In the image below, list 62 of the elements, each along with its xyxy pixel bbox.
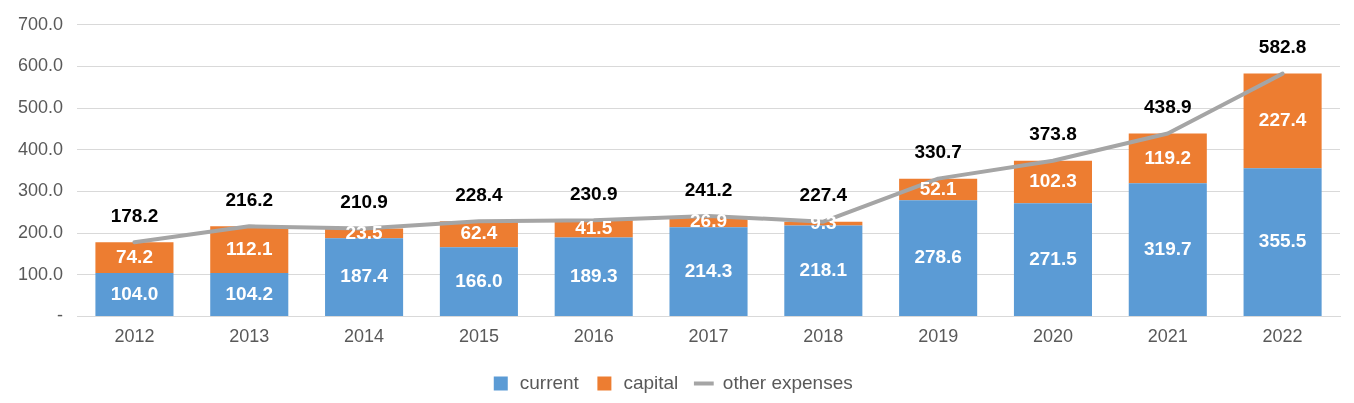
data-label: 319.7 xyxy=(1144,237,1192,259)
data-label: 438.9 xyxy=(1144,96,1192,118)
data-label: 227.4 xyxy=(799,184,848,206)
data-label: 104.0 xyxy=(110,282,159,304)
y-tick-label: 400.0 xyxy=(18,138,64,159)
bar xyxy=(554,237,633,316)
x-tick-label: 2021 xyxy=(1147,326,1188,347)
bar xyxy=(899,200,978,316)
y-tick-label: 200.0 xyxy=(18,222,64,243)
data-label: 227.4 xyxy=(1258,109,1307,131)
x-tick-label: 2013 xyxy=(229,326,270,347)
data-label: 102.3 xyxy=(1029,170,1077,192)
data-label: 230.9 xyxy=(569,182,618,204)
data-label: 178.2 xyxy=(110,204,159,226)
y-tick-label: 500.0 xyxy=(18,97,64,118)
data-label: 271.5 xyxy=(1029,247,1078,269)
data-label: 187.4 xyxy=(340,265,389,287)
data-label: 355.5 xyxy=(1258,230,1307,252)
legend-label: capital xyxy=(623,371,679,393)
data-label: 214.3 xyxy=(684,259,733,281)
data-label: 74.2 xyxy=(115,245,153,267)
x-tick-label: 2014 xyxy=(344,326,385,347)
data-label: 62.4 xyxy=(460,222,498,244)
x-tick-label: 2018 xyxy=(803,326,844,347)
data-label: 330.7 xyxy=(914,141,962,163)
bar xyxy=(1013,203,1092,316)
data-label: 52.1 xyxy=(919,177,958,199)
data-label: 166.0 xyxy=(455,269,503,291)
data-label: 373.8 xyxy=(1029,123,1077,145)
y-tick-label: 600.0 xyxy=(18,55,64,76)
bar xyxy=(1243,73,1322,169)
x-tick-label: 2012 xyxy=(114,326,155,347)
data-label: 41.5 xyxy=(575,217,613,239)
data-label: 189.3 xyxy=(569,264,618,286)
bar xyxy=(325,238,404,316)
x-tick-label: 2020 xyxy=(1032,326,1073,347)
data-label: 582.8 xyxy=(1258,36,1307,58)
data-label: 228.4 xyxy=(455,183,504,205)
bar xyxy=(1128,183,1207,316)
y-tick-label: 300.0 xyxy=(18,180,64,201)
data-label: 218.1 xyxy=(799,258,848,280)
data-label: 119.2 xyxy=(1144,146,1192,168)
data-label: 104.2 xyxy=(225,282,274,304)
data-label: 241.2 xyxy=(684,178,733,200)
y-tick-label: 700.0 xyxy=(18,13,64,34)
legend-label: current xyxy=(519,371,580,393)
y-tick-label: - xyxy=(57,305,64,326)
y-tick-label: 100.0 xyxy=(18,263,64,284)
bar xyxy=(1243,168,1322,316)
x-tick-label: 2016 xyxy=(573,326,614,347)
data-label: 112.1 xyxy=(226,237,273,259)
x-tick-label: 2015 xyxy=(458,326,499,347)
x-tick-label: 2019 xyxy=(918,326,959,347)
x-tick-label: 2017 xyxy=(688,326,729,347)
x-tick-label: 2022 xyxy=(1262,326,1303,347)
data-label: 210.9 xyxy=(340,191,388,213)
bar xyxy=(439,247,518,316)
bar xyxy=(95,273,174,316)
data-label: 278.6 xyxy=(914,246,962,268)
legend-label: other expenses xyxy=(722,371,853,393)
data-label: 216.2 xyxy=(225,189,274,211)
bar xyxy=(669,227,748,316)
